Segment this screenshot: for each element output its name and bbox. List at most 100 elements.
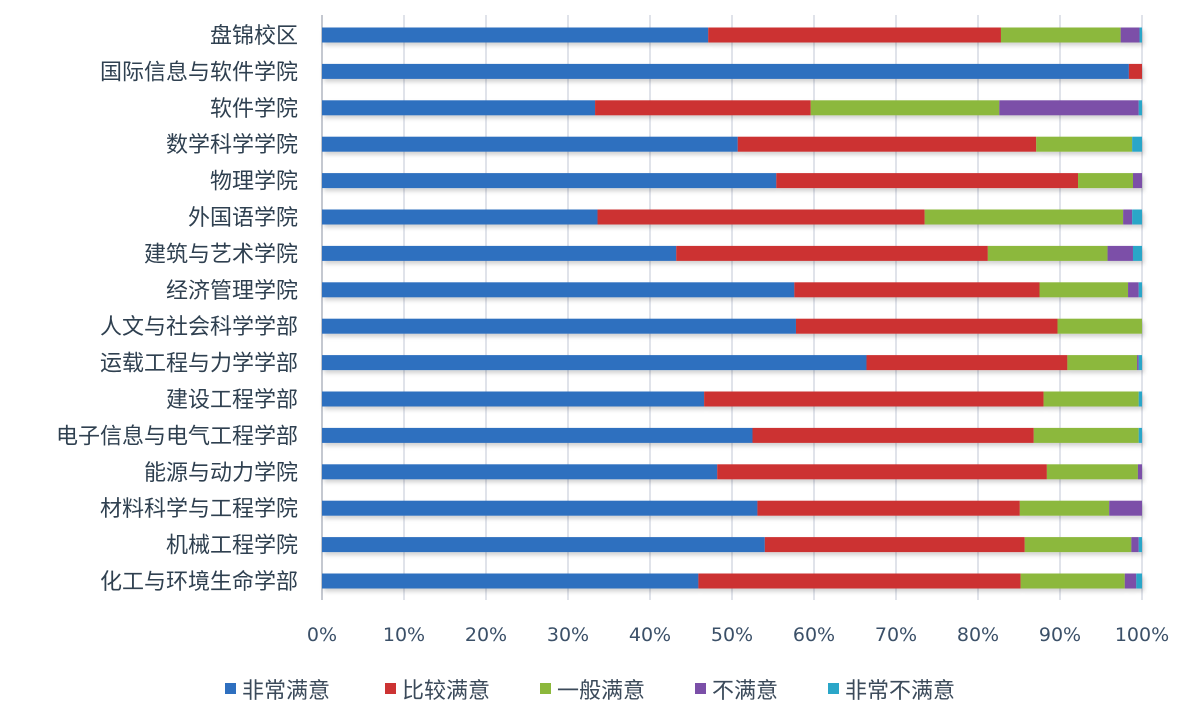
bar-segment-3 bbox=[1057, 318, 1142, 334]
category-label: 材料科学与工程学院 bbox=[100, 497, 298, 522]
bar-segment-4 bbox=[1137, 355, 1139, 371]
bar-segment-2 bbox=[757, 500, 1020, 516]
bar-segment-2 bbox=[698, 573, 1021, 589]
bar-row bbox=[322, 136, 1142, 152]
legend-swatch bbox=[695, 683, 706, 694]
bar-segment-1 bbox=[322, 27, 709, 43]
bar-segment-1 bbox=[322, 464, 718, 480]
bar-row bbox=[322, 209, 1142, 225]
x-tick-label: 50% bbox=[711, 624, 753, 646]
bars bbox=[322, 27, 1142, 589]
bar-segment-4 bbox=[1123, 209, 1133, 225]
category-label: 数学科学学院 bbox=[166, 133, 298, 158]
bar-segment-3 bbox=[810, 100, 1000, 116]
bar-row bbox=[322, 27, 1142, 43]
bar-segment-4 bbox=[1137, 464, 1142, 480]
category-label: 机械工程学院 bbox=[166, 534, 298, 559]
legend-swatch bbox=[828, 683, 839, 694]
bar-row bbox=[322, 318, 1142, 334]
bar-segment-4 bbox=[1132, 173, 1142, 189]
legend-swatch bbox=[225, 683, 236, 694]
bar-segment-3 bbox=[1000, 27, 1121, 43]
category-label: 经济管理学院 bbox=[166, 279, 298, 304]
legend-label: 非常不满意 bbox=[845, 679, 955, 704]
x-tick-label: 100% bbox=[1115, 624, 1169, 646]
bar-segment-5 bbox=[1138, 391, 1142, 407]
bar-segment-5 bbox=[1138, 100, 1142, 116]
bar-segment-1 bbox=[322, 391, 705, 407]
legend-label: 非常满意 bbox=[242, 679, 330, 704]
x-tick-label: 20% bbox=[465, 624, 507, 646]
bar-row bbox=[322, 537, 1142, 553]
x-tick-label: 60% bbox=[793, 624, 835, 646]
legend-label: 不满意 bbox=[712, 679, 778, 704]
category-label: 人文与社会科学学部 bbox=[100, 315, 298, 340]
bar-segment-1 bbox=[322, 500, 758, 516]
category-label: 运载工程与力学学部 bbox=[100, 352, 298, 377]
bar-segment-1 bbox=[322, 173, 777, 189]
legend: 非常满意 比较满意 一般满意 不满意 非常不满意 bbox=[225, 679, 955, 704]
category-label: 电子信息与电气工程学部 bbox=[56, 424, 298, 449]
x-tick-label: 90% bbox=[1039, 624, 1081, 646]
legend-item: 不满意 bbox=[695, 679, 778, 704]
bar-segment-2 bbox=[597, 209, 925, 225]
bar-segment-2 bbox=[764, 537, 1025, 553]
bar-segment-1 bbox=[322, 427, 753, 443]
x-tick-label: 10% bbox=[383, 624, 425, 646]
bar-segment-1 bbox=[322, 63, 1129, 79]
bar-segment-1 bbox=[322, 355, 867, 371]
bar-segment-1 bbox=[322, 209, 598, 225]
bar-segment-5 bbox=[1139, 27, 1142, 43]
x-tick-label: 70% bbox=[875, 624, 917, 646]
bar-segment-2 bbox=[1128, 63, 1142, 79]
bar-segment-3 bbox=[1024, 537, 1132, 553]
bar-row bbox=[322, 100, 1142, 116]
legend-item: 非常满意 bbox=[225, 679, 330, 704]
bar-row bbox=[322, 63, 1142, 79]
bar-segment-5 bbox=[1132, 245, 1142, 261]
x-tick-label: 80% bbox=[957, 624, 999, 646]
bar-segment-5 bbox=[1138, 537, 1142, 553]
bar-segment-4 bbox=[1109, 500, 1142, 516]
bar-segment-5 bbox=[1136, 573, 1142, 589]
x-tick-label: 40% bbox=[629, 624, 671, 646]
bar-segment-4 bbox=[1131, 537, 1139, 553]
bar-segment-3 bbox=[1039, 282, 1129, 298]
bar-row bbox=[322, 173, 1142, 189]
bar-segment-2 bbox=[676, 245, 988, 261]
bar-segment-5 bbox=[1138, 427, 1142, 443]
bar-row bbox=[322, 573, 1142, 589]
bar-segment-2 bbox=[595, 100, 811, 116]
legend-label: 比较满意 bbox=[402, 679, 490, 704]
category-label: 建筑与艺术学院 bbox=[144, 242, 298, 267]
bar-row bbox=[322, 282, 1142, 298]
bar-segment-4 bbox=[999, 100, 1139, 116]
bar-segment-3 bbox=[1078, 173, 1133, 189]
x-axis-ticks: 0% 10% 20% 30% 40% 50% 60% 70% 80% 90% 100% bbox=[307, 624, 1169, 646]
bar-segment-2 bbox=[866, 355, 1068, 371]
bar-row bbox=[322, 427, 1142, 443]
category-label: 国际信息与软件学院 bbox=[100, 60, 298, 85]
x-tick-label: 30% bbox=[547, 624, 589, 646]
bar-segment-4 bbox=[1120, 27, 1140, 43]
bar-segment-5 bbox=[1132, 209, 1142, 225]
bar-segment-1 bbox=[322, 318, 796, 334]
bar-segment-2 bbox=[704, 391, 1044, 407]
bar-segment-3 bbox=[1067, 355, 1138, 371]
x-tick-label: 0% bbox=[307, 624, 337, 646]
bar-row bbox=[322, 464, 1142, 480]
bar-segment-1 bbox=[322, 537, 765, 553]
bar-row bbox=[322, 355, 1142, 371]
bar-segment-3 bbox=[924, 209, 1124, 225]
bar-segment-4 bbox=[1124, 573, 1137, 589]
legend-item: 比较满意 bbox=[385, 679, 490, 704]
category-label: 软件学院 bbox=[210, 97, 298, 122]
legend-swatch bbox=[540, 683, 551, 694]
bar-segment-3 bbox=[1033, 427, 1139, 443]
bar-row bbox=[322, 391, 1142, 407]
bar-segment-2 bbox=[776, 173, 1079, 189]
bar-segment-4 bbox=[1107, 245, 1133, 261]
category-label: 化工与环境生命学部 bbox=[100, 570, 298, 595]
bar-segment-2 bbox=[708, 27, 1001, 43]
